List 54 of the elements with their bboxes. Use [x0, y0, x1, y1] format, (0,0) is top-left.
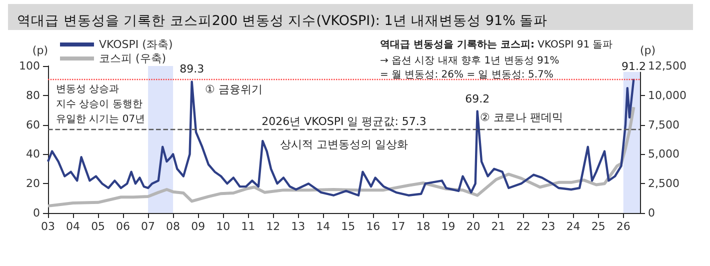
x-tick-label: 06 — [116, 220, 130, 233]
y2-tick-label: 5,000 — [648, 148, 680, 161]
y2-axis-title: (p) — [640, 44, 656, 57]
annotation: → 옵션 시장 내재 향후 1년 변동성 91% — [380, 56, 560, 66]
text: VKOSPI 91 돌파 — [534, 40, 613, 50]
x-tick-label: 07 — [141, 220, 156, 233]
x-tick-label: 16 — [366, 220, 380, 233]
x-tick-label: 17 — [391, 220, 406, 233]
annotation: 91.2 — [621, 60, 646, 73]
x-tick-label: 24 — [566, 220, 580, 233]
x-tick-label: 22 — [516, 220, 530, 233]
y2-tick-label: 12,500 — [648, 60, 686, 72]
x-tick-label: 20 — [466, 220, 480, 233]
x-tick-label: 03 — [41, 220, 55, 233]
annotation: 89.3 — [180, 62, 204, 76]
x-tick-label: 08 — [166, 220, 180, 233]
x-tick-label: 15 — [341, 220, 356, 233]
x-tick-label: 26 — [616, 220, 630, 233]
legend-label: 코스피 (우축) — [99, 52, 166, 65]
y-tick-label: 0 — [33, 206, 40, 220]
annotation: ① 금융위기 — [205, 83, 262, 96]
annotation: 69.2 — [465, 92, 490, 106]
ref-line-label: 2026년 VKOSPI 일 평균값: 57.3 — [262, 114, 426, 128]
x-tick-label: 14 — [316, 220, 330, 233]
x-tick-label: 09 — [191, 220, 206, 233]
y-tick-label: 80 — [26, 88, 40, 102]
x-tick-label: 12 — [266, 220, 280, 233]
annotation: = 월 변동성: 26% = 일 변동성: 5.7% — [380, 70, 554, 80]
y-tick-label: 40 — [26, 148, 40, 161]
y-axis-title: (p) — [32, 44, 48, 57]
x-tick-label: 25 — [591, 220, 606, 233]
y2-tick-label: 7,500 — [648, 118, 680, 132]
y2-tick-label: 0 — [648, 206, 655, 220]
x-tick-label: 10 — [216, 220, 230, 233]
y-tick-label: 100 — [19, 60, 40, 72]
y-tick-label: 60 — [26, 118, 40, 132]
annotation: ② 코로나 팬데믹 — [480, 111, 563, 124]
annotation: 변동성 상승과 지수 상승이 동행한 유일한 시기는 07년 — [56, 84, 146, 125]
x-tick-label: 21 — [491, 220, 506, 233]
x-tick-label: 13 — [291, 220, 306, 233]
x-tick-label: 11 — [241, 220, 256, 233]
y2-tick-label: 2,500 — [648, 177, 680, 190]
chart-title: 역대급 변동성을 기록한 코스피200 변동성 지수(VKOSPI): 1년 내재변동성 91% 돌파 — [17, 13, 548, 29]
y2-tick-label: 10,000 — [648, 88, 686, 102]
legend-label: VKOSPI (좌축) — [99, 38, 173, 51]
x-tick-label: 18 — [416, 220, 430, 233]
x-tick-label: 23 — [541, 220, 556, 233]
text: 역대급 변동성을 기록하는 코스피: — [380, 40, 534, 50]
annotation: 상시적 고변동성의 일상화 — [280, 138, 408, 151]
x-tick-label: 19 — [441, 220, 456, 233]
y-tick-label: 20 — [26, 177, 40, 190]
line-series — [46, 78, 635, 196]
x-tick-label: 04 — [66, 220, 80, 233]
x-tick-label: 05 — [91, 220, 106, 233]
